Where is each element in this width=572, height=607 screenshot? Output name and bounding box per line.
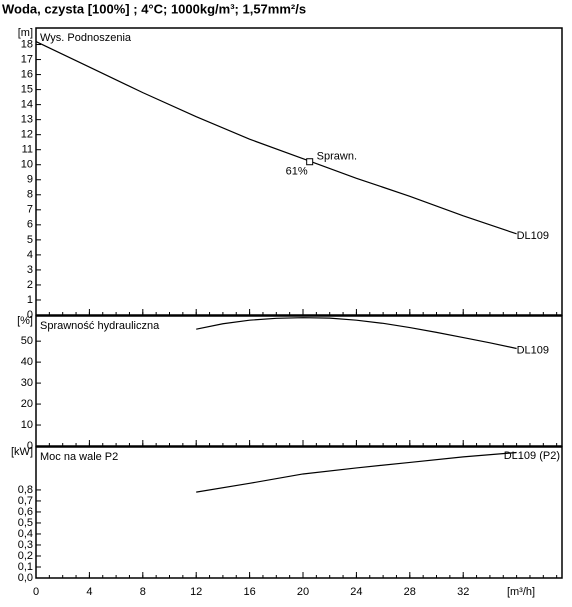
panel-frame bbox=[35, 27, 563, 316]
y-tick-label: 2 bbox=[27, 279, 33, 291]
y-tick-label: 12 bbox=[21, 129, 33, 141]
x-tick-label: 20 bbox=[297, 586, 309, 598]
y-tick-label: 30 bbox=[21, 377, 33, 389]
y-tick-label: 0,5 bbox=[18, 517, 33, 529]
y-tick-label: 0,0 bbox=[18, 572, 33, 584]
y-tick-label: 17 bbox=[21, 53, 33, 65]
x-tick-label: 24 bbox=[350, 586, 362, 598]
series-label: DL109 bbox=[517, 344, 549, 356]
y-tick-label: 4 bbox=[27, 249, 33, 261]
efficiency-label: 61% bbox=[286, 166, 308, 178]
x-unit-label: [m³/h] bbox=[507, 586, 535, 598]
y-tick-label: 5 bbox=[27, 234, 33, 246]
y-tick-label: 14 bbox=[21, 99, 33, 111]
y-tick-label: 6 bbox=[27, 219, 33, 231]
x-tick-label: 4 bbox=[86, 586, 92, 598]
y-tick-label: 0,4 bbox=[18, 528, 33, 540]
y-tick-label: 50 bbox=[21, 335, 33, 347]
series-label: DL109 bbox=[517, 230, 549, 242]
y-tick-label: 18 bbox=[21, 38, 33, 50]
y-tick-label: 10 bbox=[21, 159, 33, 171]
y-tick-label: 10 bbox=[21, 419, 33, 431]
series-line bbox=[196, 317, 517, 350]
y-tick-label: 9 bbox=[27, 174, 33, 186]
y-tick-label: 0,1 bbox=[18, 561, 33, 573]
operating-point bbox=[306, 158, 314, 166]
x-tick-label: 0 bbox=[33, 586, 39, 598]
y-tick-label: 13 bbox=[21, 114, 33, 126]
y-tick-label: 15 bbox=[21, 84, 33, 96]
y-tick-label: 8 bbox=[27, 189, 33, 201]
y-tick-label: 40 bbox=[21, 356, 33, 368]
y-tick-label: 0,3 bbox=[18, 539, 33, 551]
y-tick-label: 20 bbox=[21, 398, 33, 410]
x-tick-label: 32 bbox=[457, 586, 469, 598]
panel-title: Sprawność hydrauliczna bbox=[40, 320, 160, 332]
series-line bbox=[196, 451, 517, 493]
panel-frame bbox=[35, 315, 563, 447]
y-tick-label: 7 bbox=[27, 204, 33, 216]
y-tick-label: 16 bbox=[21, 68, 33, 80]
x-tick-label: 28 bbox=[404, 586, 416, 598]
x-tick-label: 8 bbox=[140, 586, 146, 598]
x-tick-label: 16 bbox=[243, 586, 255, 598]
series-line bbox=[35, 40, 517, 235]
y-unit-label: [%] bbox=[17, 315, 33, 327]
x-tick-label: 12 bbox=[190, 586, 202, 598]
y-tick-label: 0,2 bbox=[18, 550, 33, 562]
y-tick-label: 1 bbox=[27, 294, 33, 306]
series-label: DL109 (P2) bbox=[504, 450, 560, 462]
y-tick-label: 0 bbox=[27, 440, 33, 452]
y-unit-label: [kW] bbox=[11, 446, 33, 458]
panel-frame bbox=[35, 446, 563, 579]
y-tick-label: 0,6 bbox=[18, 506, 33, 518]
y-tick-label: 0,7 bbox=[18, 495, 33, 507]
y-unit-label: [m] bbox=[18, 27, 33, 39]
panel-title: Moc na wale P2 bbox=[40, 451, 118, 463]
y-tick-label: 3 bbox=[27, 264, 33, 276]
y-tick-label: 0 bbox=[27, 309, 33, 321]
y-tick-label: 11 bbox=[22, 144, 33, 156]
panel-title: Wys. Podnoszenia bbox=[40, 32, 132, 44]
y-tick-label: 0,8 bbox=[18, 484, 33, 496]
operating-point-label: Sprawn. bbox=[317, 151, 357, 163]
page-title: Woda, czysta [100%] ; 4°C; 1000kg/m³; 1,… bbox=[2, 1, 306, 16]
